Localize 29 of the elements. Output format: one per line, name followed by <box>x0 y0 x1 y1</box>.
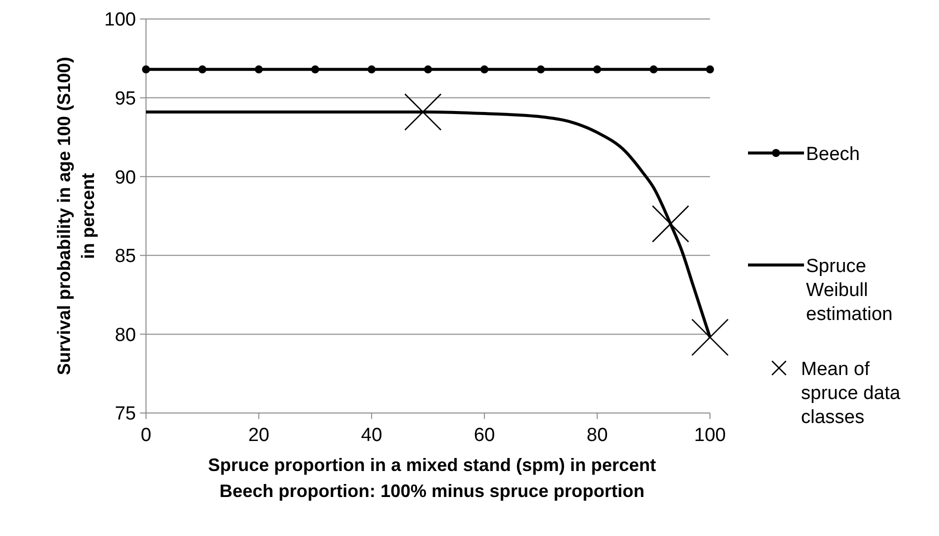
y-tick-label: 95 <box>114 88 136 110</box>
y-tick-label: 90 <box>114 167 136 188</box>
x-tick-label: 0 <box>140 425 152 446</box>
y-axis-title: Survival probability in age 100 (S100) in percent <box>54 56 98 376</box>
y-tick-label: 100 <box>104 10 136 31</box>
point <box>593 65 602 74</box>
x-axis-title: Spruce proportion in a mixed stand (spm) in percent Beech proportion: 100% minus spruce proportion <box>208 455 656 501</box>
x-tick-label: 40 <box>361 425 382 446</box>
point <box>311 65 320 74</box>
y-tick-label: 80 <box>114 324 136 346</box>
point <box>142 65 150 74</box>
point <box>404 93 442 131</box>
x-tick-label: 20 <box>248 425 270 446</box>
point <box>424 65 432 74</box>
legend-label: Beech <box>806 144 860 165</box>
point <box>706 65 714 74</box>
point <box>254 65 263 74</box>
x-tick-label: 60 <box>474 425 495 446</box>
legend-label: Spruce Weibull estimation <box>806 256 893 325</box>
legend-label: Mean of spruce data classes <box>801 359 901 428</box>
point <box>536 65 545 74</box>
point <box>480 65 488 74</box>
point <box>368 65 376 74</box>
x-tick-label: 100 <box>694 425 726 446</box>
x-tick-label: 80 <box>586 425 608 446</box>
point <box>650 65 658 74</box>
y-tick-label: 85 <box>114 246 136 268</box>
y-tick-label: 75 <box>114 404 136 425</box>
point <box>198 65 206 74</box>
